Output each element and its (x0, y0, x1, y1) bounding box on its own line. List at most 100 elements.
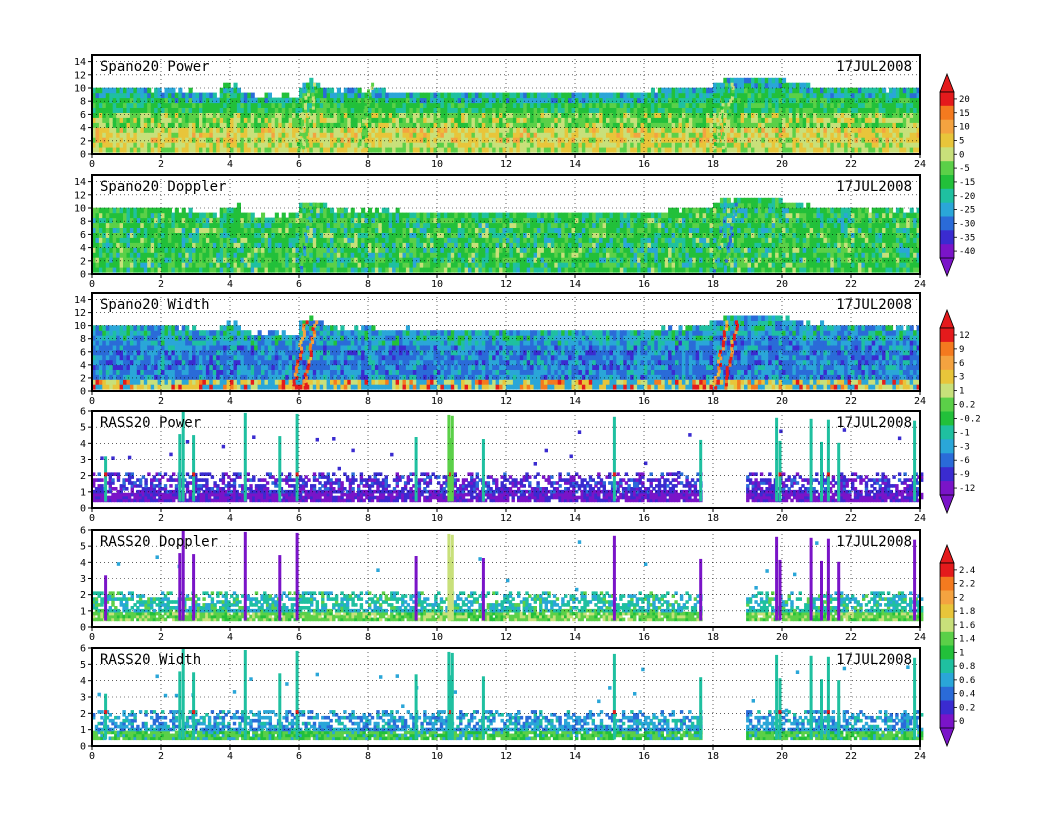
heatmap-cell (267, 122, 272, 128)
heatmap-cell (209, 122, 214, 128)
heatmap-cell (381, 122, 386, 128)
heatmap-cell (330, 242, 335, 248)
heatmap-cell (271, 142, 276, 148)
heatmap-cell (437, 217, 442, 224)
heatmap-cell (297, 135, 301, 140)
heatmap-cell (875, 122, 880, 128)
heatmap-cell (492, 132, 497, 138)
heatmap-cell (181, 252, 186, 258)
heatmap-cell (747, 142, 752, 148)
heatmap-cell (405, 137, 410, 143)
heatmap-cell (478, 112, 483, 118)
heatmap-cell (350, 102, 355, 108)
heatmap-cell (167, 207, 172, 214)
heatmap-cell (426, 97, 431, 104)
heatmap-cell (267, 137, 272, 143)
heatmap-cell (826, 142, 831, 148)
heatmap-cell (906, 142, 911, 148)
heatmap-cell (640, 112, 645, 118)
heatmap-cell (123, 97, 128, 104)
heatmap-cell (878, 127, 883, 133)
heatmap-cell (868, 127, 873, 133)
heatmap-cell (305, 257, 310, 263)
heatmap-cell (343, 227, 348, 233)
heatmap-cell (902, 122, 907, 128)
heatmap-cell (205, 137, 210, 143)
heatmap-cell (316, 222, 321, 228)
heatmap-cell (326, 212, 331, 219)
heatmap-cell (154, 207, 159, 214)
heatmap-cell (516, 222, 521, 228)
heatmap-cell (840, 102, 845, 108)
heatmap-cell (461, 92, 466, 99)
heatmap-cell (581, 127, 586, 133)
heatmap-cell (192, 92, 197, 99)
heatmap-cell (230, 212, 235, 219)
heatmap-cell (419, 222, 424, 228)
heatmap-cell (192, 212, 197, 219)
heatmap-cell (102, 122, 107, 128)
heatmap-cell (257, 147, 262, 153)
heatmap-cell (312, 107, 317, 113)
heatmap-cell (202, 262, 207, 268)
heatmap-cell (457, 247, 462, 253)
heatmap-cell (675, 122, 680, 128)
heatmap-cell (368, 127, 373, 133)
heatmap-cell (437, 232, 442, 238)
heatmap-cell (543, 232, 548, 238)
heatmap-cell (299, 232, 304, 238)
heatmap-cell (354, 227, 359, 233)
heatmap-cell (878, 97, 883, 104)
heatmap-cell (92, 122, 97, 128)
heatmap-cell (575, 112, 580, 118)
heatmap-cell (243, 102, 248, 108)
heatmap-cell (112, 207, 117, 214)
heatmap-cell (657, 132, 662, 138)
heatmap-cell (509, 107, 514, 113)
heatmap-cell (409, 227, 414, 233)
heatmap-cell (585, 97, 590, 104)
heatmap-cell (537, 237, 542, 243)
heatmap-cell (271, 112, 276, 118)
heatmap-cell (119, 97, 124, 104)
heatmap-cell (857, 97, 862, 104)
heatmap-cell (509, 122, 514, 128)
heatmap-cell (223, 122, 228, 128)
heatmap-cell (181, 97, 186, 104)
heatmap-cell (333, 147, 338, 153)
heatmap-cell (844, 107, 849, 113)
heatmap-cell (388, 257, 393, 263)
heatmap-cell (336, 227, 341, 233)
heatmap-cell (140, 122, 145, 128)
heatmap-cell (713, 87, 718, 94)
heatmap-cell (909, 147, 914, 153)
heatmap-cell (350, 127, 355, 133)
heatmap-cell (219, 267, 224, 273)
heatmap-cell (247, 92, 252, 99)
heatmap-cell (771, 142, 776, 148)
heatmap-cell (102, 107, 107, 113)
heatmap-cell (316, 267, 321, 273)
heatmap-cell (364, 247, 369, 253)
heatmap-cell (157, 232, 162, 238)
heatmap-cell (109, 97, 114, 104)
heatmap-cell (889, 92, 894, 99)
heatmap-cell (230, 117, 235, 123)
heatmap-cell (457, 122, 462, 128)
heatmap-cell (578, 112, 583, 118)
heatmap-cell (123, 132, 128, 138)
heatmap-cell (381, 207, 386, 214)
heatmap-cell (261, 147, 266, 153)
heatmap-cell (340, 102, 345, 108)
heatmap-cell (226, 82, 231, 89)
heatmap-cell (523, 127, 528, 133)
heatmap-cell (488, 237, 493, 243)
heatmap-cell (309, 257, 314, 263)
heatmap-cell (612, 92, 617, 99)
heatmap-cell (695, 102, 700, 108)
heatmap-cell (481, 212, 486, 219)
heatmap-cell (309, 212, 314, 219)
heatmap-cell (412, 117, 417, 123)
heatmap-cell (657, 112, 662, 118)
heatmap-cell (423, 102, 428, 108)
